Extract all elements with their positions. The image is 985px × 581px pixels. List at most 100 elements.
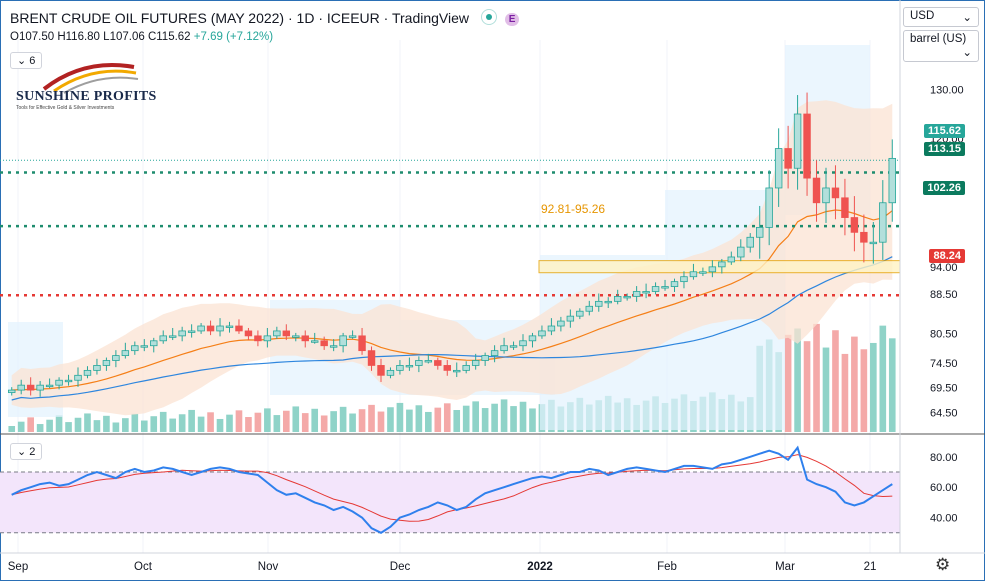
volume-bar (216, 418, 224, 432)
time-tick-label: Dec (390, 561, 411, 573)
candle-body (273, 330, 281, 337)
volume-bar (65, 422, 72, 432)
volume-bar (481, 408, 489, 432)
candle-body (850, 217, 859, 233)
volume-bar (510, 406, 517, 432)
chevron-down-icon: ⌄ (17, 446, 27, 458)
candle-body (187, 330, 196, 333)
candle-body (803, 113, 811, 179)
volume-bar (226, 414, 233, 432)
candle-body (831, 187, 840, 199)
currency-select[interactable]: USD ⌄ (903, 7, 979, 27)
candle-body (282, 330, 291, 337)
candle-body (263, 335, 272, 342)
volume-bar (46, 419, 53, 432)
earnings-badge[interactable]: E (504, 13, 520, 26)
candle-body (841, 197, 849, 218)
unit-select[interactable]: barrel (US) ⌄ (903, 30, 979, 62)
candle-body (888, 157, 896, 204)
volume-bar (377, 411, 385, 432)
volume-bar (339, 406, 347, 432)
candle-body (235, 325, 243, 332)
candle-body (112, 355, 120, 361)
candle-body (301, 335, 309, 342)
time-tick-label: Nov (258, 561, 279, 573)
candle-body (348, 335, 357, 338)
candle-body (17, 384, 25, 391)
candle-body (661, 286, 669, 289)
candle-body (869, 241, 878, 245)
candle-body (131, 345, 139, 352)
volume-bar (803, 341, 811, 432)
candle-body (405, 365, 414, 368)
volume-bar (860, 349, 868, 432)
chart-title: BRENT CRUDE OIL FUTURES (MAY 2022) · 1D … (10, 9, 520, 26)
candle-body (216, 325, 224, 332)
rsi-tick-label: 80.00 (930, 452, 958, 464)
volume-bar (320, 415, 328, 432)
volume-bar (159, 411, 167, 432)
candle-body (670, 281, 679, 287)
time-tick-label: Feb (657, 561, 677, 573)
candle-body (178, 330, 186, 337)
candle-body (74, 374, 82, 381)
volume-bar (794, 328, 801, 432)
volume-bar (207, 412, 214, 432)
level-88-badge: 88.24 (929, 249, 965, 263)
candle-body (254, 335, 262, 342)
time-tick-label: Mar (775, 561, 795, 573)
price-tick-label: 69.50 (930, 383, 958, 395)
candle-body (737, 246, 745, 258)
volume-bar (55, 415, 63, 432)
volume-bar (491, 403, 498, 432)
volume-bar (282, 410, 290, 432)
volume-bar (17, 421, 25, 432)
volume-bar (472, 401, 479, 432)
candle-body (168, 335, 177, 338)
candle-body (528, 335, 537, 342)
candle-body (386, 369, 395, 376)
volume-bar (784, 334, 792, 432)
candle-body (93, 365, 101, 371)
candle-body (623, 296, 631, 299)
rsi-tick-label: 40.00 (930, 513, 958, 525)
zone-label: 92.81-95.26 (541, 202, 606, 216)
rsi-toggle-button[interactable]: ⌄ 2 (10, 443, 43, 460)
time-tick-label: 21 (864, 561, 877, 573)
volume-bar (870, 342, 877, 432)
candle-body (102, 360, 111, 366)
candle-body (604, 300, 612, 304)
ohlc-readout: O107.50 H116.80 L107.06 C115.62 +7.69 (+… (10, 31, 273, 43)
candle-body (718, 261, 726, 268)
candle-body (680, 276, 688, 283)
settings-gear-icon[interactable]: ⚙ (935, 555, 951, 574)
volume-bar (415, 405, 423, 432)
candle-body (727, 256, 736, 263)
volume-bar (851, 336, 858, 432)
candle-body (708, 266, 717, 273)
candle-body (557, 320, 565, 327)
currency-value: USD (910, 10, 935, 22)
volume-bar (832, 330, 839, 432)
candle-body (83, 369, 92, 376)
volume-bar (292, 406, 300, 432)
candle-body (150, 340, 158, 347)
candle-body (784, 148, 792, 169)
candle-body (860, 231, 868, 243)
volume-bar (140, 420, 148, 432)
ohlc-change: +7.69 (+7.12%) (193, 31, 274, 43)
volume-bar (254, 412, 262, 432)
candle-body (509, 345, 518, 348)
indicators-toggle-button[interactable]: ⌄ 6 (10, 52, 43, 69)
rsi-tick-label: 60.00 (930, 482, 958, 494)
ema-line (11, 209, 893, 391)
volume-bar (879, 325, 887, 432)
volume-bar (453, 410, 461, 432)
bollinger-band (11, 100, 893, 416)
candle-body (415, 360, 423, 366)
candle-body (765, 187, 773, 228)
candle-body (613, 296, 622, 302)
candle-body (140, 345, 149, 348)
candle-body (632, 291, 641, 297)
